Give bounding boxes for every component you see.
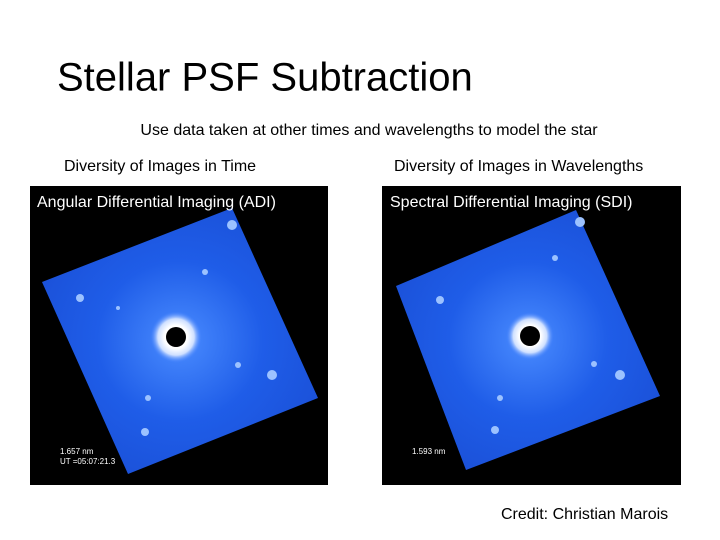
image-label: Angular Differential Imaging (ADI) (37, 194, 276, 211)
subtitle: Use data taken at other times and wavele… (140, 122, 598, 139)
panel-heading: Diversity of Images in Wavelengths (394, 158, 643, 175)
image-annotation: 1.593 nm (412, 447, 446, 456)
image-label: Spectral Differential Imaging (SDI) (390, 194, 632, 211)
slide-title: Stellar PSF Subtraction (57, 56, 473, 100)
sdi-image: Spectral Differential Imaging (SDI) 1.59… (382, 186, 681, 485)
image-annotation: 1.657 nm (60, 447, 94, 456)
adi-image: Angular Differential Imaging (ADI) 1.657… (30, 186, 328, 485)
credit: Credit: Christian Marois (501, 506, 668, 523)
image-annotation: UT =05:07:21.3 (60, 457, 116, 466)
panel-heading: Diversity of Images in Time (64, 158, 256, 175)
